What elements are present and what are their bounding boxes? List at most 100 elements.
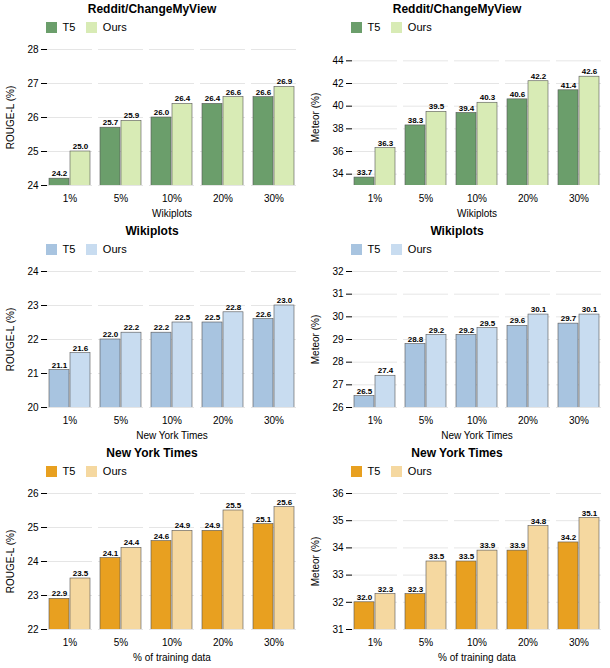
svg-text:Wikiplots: Wikiplots (152, 208, 192, 219)
svg-text:Meteor (%): Meteor (%) (310, 93, 321, 142)
svg-text:Meteor (%): Meteor (%) (310, 315, 321, 364)
svg-text:22.2: 22.2 (154, 323, 170, 332)
svg-text:32.0: 32.0 (357, 593, 373, 602)
svg-text:30%: 30% (264, 193, 284, 204)
svg-text:40: 40 (332, 100, 344, 111)
svg-text:30%: 30% (569, 193, 589, 204)
svg-text:20%: 20% (213, 415, 233, 426)
svg-text:20%: 20% (518, 637, 538, 648)
svg-text:21.6: 21.6 (73, 344, 89, 353)
svg-text:25: 25 (27, 522, 39, 533)
svg-text:29: 29 (332, 334, 344, 345)
svg-text:32.3: 32.3 (378, 585, 394, 594)
svg-text:% of training data: % of training data (438, 652, 516, 663)
svg-text:22.6: 22.6 (256, 310, 272, 319)
svg-text:30.1: 30.1 (531, 305, 547, 314)
svg-text:21.1: 21.1 (52, 361, 68, 370)
svg-text:24.4: 24.4 (124, 538, 140, 547)
svg-text:27.4: 27.4 (378, 366, 394, 375)
svg-text:28.8: 28.8 (408, 335, 424, 344)
svg-text:29.6: 29.6 (510, 316, 526, 325)
svg-text:23.0: 23.0 (277, 296, 293, 305)
svg-text:21: 21 (27, 368, 39, 379)
svg-text:ROUGE-L (%): ROUGE-L (%) (5, 86, 16, 150)
svg-text:1%: 1% (63, 193, 78, 204)
svg-text:5%: 5% (114, 415, 129, 426)
svg-text:26: 26 (332, 402, 344, 413)
svg-text:33.7: 33.7 (357, 168, 373, 177)
svg-text:34: 34 (332, 542, 344, 553)
svg-text:20%: 20% (213, 193, 233, 204)
svg-text:24.9: 24.9 (205, 521, 221, 530)
svg-text:38.3: 38.3 (408, 116, 424, 125)
svg-text:26.0: 26.0 (154, 108, 170, 117)
svg-text:ROUGE-L (%): ROUGE-L (%) (5, 530, 16, 594)
svg-text:27: 27 (27, 78, 39, 89)
svg-text:25.1: 25.1 (256, 515, 272, 524)
svg-text:26.5: 26.5 (357, 387, 373, 396)
svg-text:10%: 10% (467, 637, 487, 648)
svg-text:32.3: 32.3 (408, 585, 424, 594)
svg-text:20%: 20% (518, 415, 538, 426)
svg-text:5%: 5% (419, 193, 434, 204)
svg-text:22.8: 22.8 (226, 303, 242, 312)
svg-text:42.2: 42.2 (531, 72, 547, 81)
svg-text:40.3: 40.3 (480, 93, 496, 102)
svg-text:30: 30 (332, 311, 344, 322)
svg-text:33: 33 (332, 569, 344, 580)
svg-text:28: 28 (27, 44, 39, 55)
svg-text:35: 35 (332, 515, 344, 526)
svg-text:29.2: 29.2 (429, 326, 445, 335)
svg-text:26: 26 (27, 488, 39, 499)
svg-text:24.6: 24.6 (154, 532, 170, 541)
svg-text:30.1: 30.1 (582, 305, 598, 314)
svg-text:39.4: 39.4 (459, 104, 475, 113)
svg-text:25.9: 25.9 (124, 111, 140, 120)
svg-text:10%: 10% (467, 193, 487, 204)
svg-text:39.5: 39.5 (429, 102, 445, 111)
svg-text:26.6: 26.6 (226, 88, 242, 97)
svg-text:1%: 1% (368, 193, 383, 204)
svg-text:Wikiplots: Wikiplots (457, 208, 497, 219)
svg-text:1%: 1% (63, 637, 78, 648)
svg-text:35.1: 35.1 (582, 509, 598, 518)
svg-text:34: 34 (332, 168, 344, 179)
svg-text:26: 26 (27, 112, 39, 123)
svg-text:10%: 10% (467, 415, 487, 426)
svg-text:36: 36 (332, 146, 344, 157)
svg-text:22.2: 22.2 (124, 323, 140, 332)
svg-text:24.1: 24.1 (103, 549, 119, 558)
svg-text:5%: 5% (419, 637, 434, 648)
svg-text:26.4: 26.4 (175, 94, 191, 103)
svg-text:24.2: 24.2 (52, 169, 68, 178)
svg-text:25.0: 25.0 (73, 142, 89, 151)
svg-text:25.5: 25.5 (226, 501, 242, 510)
svg-text:20%: 20% (518, 193, 538, 204)
svg-text:28: 28 (332, 356, 344, 367)
svg-text:25.6: 25.6 (277, 498, 293, 507)
svg-text:25.7: 25.7 (103, 118, 119, 127)
svg-text:22: 22 (27, 334, 39, 345)
svg-text:33.9: 33.9 (510, 541, 526, 550)
svg-text:27: 27 (332, 379, 344, 390)
svg-text:34.8: 34.8 (531, 517, 547, 526)
svg-text:1%: 1% (368, 637, 383, 648)
svg-text:44: 44 (332, 55, 344, 66)
svg-text:31: 31 (332, 288, 344, 299)
svg-text:42.6: 42.6 (582, 67, 598, 76)
svg-text:Meteor (%): Meteor (%) (310, 537, 321, 586)
svg-text:26.9: 26.9 (277, 77, 293, 86)
svg-text:24.9: 24.9 (175, 521, 191, 530)
svg-text:ROUGE-L (%): ROUGE-L (%) (5, 308, 16, 372)
svg-text:30%: 30% (264, 415, 284, 426)
svg-text:1%: 1% (63, 415, 78, 426)
svg-text:24: 24 (27, 556, 39, 567)
svg-text:20%: 20% (213, 637, 233, 648)
svg-text:22: 22 (27, 624, 39, 635)
svg-text:30%: 30% (569, 637, 589, 648)
svg-text:24: 24 (27, 266, 39, 277)
svg-text:22.5: 22.5 (175, 313, 191, 322)
svg-text:30%: 30% (569, 415, 589, 426)
svg-text:38: 38 (332, 123, 344, 134)
svg-text:40.6: 40.6 (510, 90, 526, 99)
